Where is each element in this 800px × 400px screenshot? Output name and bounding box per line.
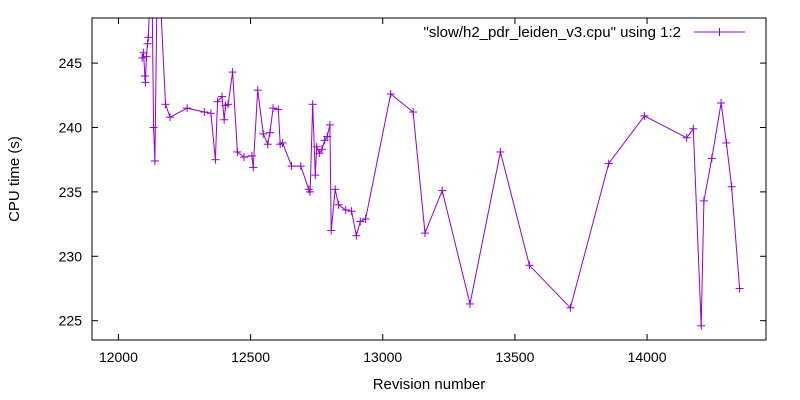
data-point <box>352 231 361 240</box>
data-point <box>317 145 326 154</box>
data-point <box>306 187 315 196</box>
x-tick-label: 14000 <box>628 349 667 365</box>
data-point <box>220 115 229 124</box>
data-point <box>228 68 237 77</box>
y-axis-title: CPU time (s) <box>6 136 23 222</box>
data-point <box>409 108 418 117</box>
data-point <box>707 154 716 163</box>
axis-ticks: 12000 12500 13000 13500 14000 225 230 235 240 245 <box>59 18 766 365</box>
data-point <box>699 196 708 205</box>
data-point <box>249 163 258 172</box>
data-point <box>153 8 161 16</box>
data-point <box>259 129 268 138</box>
data-point <box>327 226 336 235</box>
data-point <box>161 100 170 109</box>
data-point <box>140 71 149 80</box>
x-tick-label: 12500 <box>231 349 270 365</box>
data-point <box>296 162 305 171</box>
data-point <box>604 159 613 168</box>
plot-frame <box>91 17 767 341</box>
data-point <box>274 105 283 114</box>
data-point <box>143 39 152 48</box>
y-tick-label: 230 <box>59 248 83 264</box>
data-point <box>566 303 575 312</box>
data-point <box>386 89 395 98</box>
data-point <box>311 171 320 180</box>
legend-plus-marker <box>715 28 724 36</box>
data-point <box>183 104 192 113</box>
legend-marker <box>715 28 724 36</box>
data-point <box>682 133 691 142</box>
y-tick-label: 225 <box>59 313 83 329</box>
data-point <box>438 186 447 195</box>
data-point <box>331 185 340 194</box>
data-point <box>265 128 274 137</box>
data-point <box>334 200 343 209</box>
data-point <box>239 153 248 162</box>
series-layer <box>138 1 744 330</box>
data-point <box>157 1 165 9</box>
data-point <box>356 217 365 226</box>
data-point <box>151 18 153 19</box>
data-point <box>144 33 153 42</box>
data-point <box>206 109 215 118</box>
x-tick-label: 13500 <box>495 349 534 365</box>
y-tick-label: 235 <box>59 184 83 200</box>
data-point <box>247 151 256 160</box>
data-point <box>496 147 505 156</box>
data-point <box>727 182 736 191</box>
data-point <box>165 113 174 122</box>
data-point <box>149 123 158 132</box>
data-point <box>213 97 222 106</box>
data-point <box>421 229 430 238</box>
data-point <box>278 138 287 147</box>
data-point <box>465 299 474 308</box>
data-point <box>269 104 278 113</box>
y-tick-label: 240 <box>59 119 83 135</box>
data-point <box>347 207 356 216</box>
data-point <box>200 108 209 117</box>
data-point <box>717 99 726 108</box>
data-point <box>308 100 317 109</box>
series-group <box>138 1 744 330</box>
data-point <box>323 132 332 141</box>
y-tick-label: 245 <box>59 55 83 71</box>
legend: "slow/h2_pdr_leiden_v3.cpu" using 1:2 <box>424 24 745 41</box>
data-point <box>287 162 296 171</box>
data-point <box>341 205 350 214</box>
data-point <box>697 321 706 330</box>
data-point <box>142 52 151 61</box>
x-tick-label: 13000 <box>363 349 402 365</box>
data-point <box>722 138 731 147</box>
legend-label: "slow/h2_pdr_leiden_v3.cpu" using 1:2 <box>424 24 682 41</box>
data-point <box>141 78 150 87</box>
data-point <box>735 284 744 293</box>
data-point <box>150 156 159 165</box>
data-point <box>233 147 242 156</box>
data-point <box>525 261 534 270</box>
data-point <box>312 142 321 151</box>
data-point <box>253 86 262 95</box>
series-line <box>141 18 741 326</box>
data-point <box>138 53 147 62</box>
data-point <box>211 155 220 164</box>
x-tick-label: 12000 <box>99 349 138 365</box>
data-point <box>224 100 233 109</box>
data-point <box>640 111 649 120</box>
data-point <box>361 214 370 223</box>
data-point <box>146 1 154 9</box>
data-point <box>218 92 227 101</box>
x-axis-title: Revision number <box>373 376 486 393</box>
data-point <box>263 140 272 149</box>
data-point <box>325 120 334 129</box>
data-point <box>689 124 698 133</box>
